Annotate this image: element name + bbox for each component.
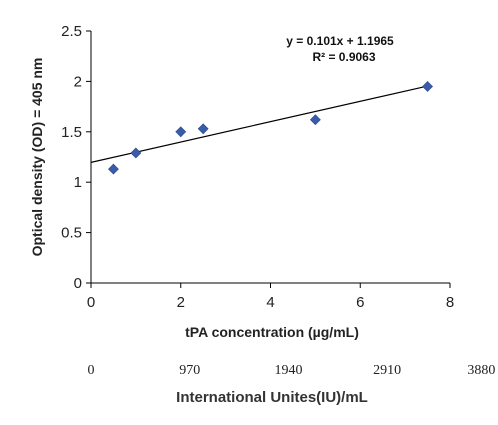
- data-point: [309, 114, 321, 126]
- y-axis-ticks: 0 0.5 1 1.5 2 2.5: [61, 23, 91, 292]
- secondary-tick-label: 0: [88, 363, 95, 378]
- y-tick-label: 2.5: [61, 23, 82, 40]
- x-tick-label: 4: [266, 294, 274, 311]
- axes: [90, 31, 450, 284]
- secondary-tick-label: 1940: [274, 363, 302, 378]
- y-tick-label: 0.5: [61, 225, 82, 242]
- secondary-axis-ticks: 0 970 1940 2910 3880: [88, 363, 496, 378]
- secondary-tick-label: 970: [179, 363, 200, 378]
- data-point: [422, 81, 433, 92]
- trendline-group: [90, 85, 428, 163]
- data-point: [130, 147, 142, 159]
- trendline-equation: y = 0.101x + 1.1965: [286, 34, 394, 48]
- secondary-tick-label: 3880: [467, 363, 495, 378]
- y-tick-label: 1: [74, 174, 82, 191]
- x-axis-ticks: 0 2 4 6 8: [87, 283, 454, 311]
- data-point: [175, 126, 187, 138]
- x-axis-title: tPA concentration (µg/mL): [185, 324, 359, 340]
- data-point: [197, 123, 209, 135]
- trendline-r2: R² = 0.9063: [312, 50, 375, 64]
- data-point: [108, 163, 119, 175]
- y-tick-label: 2: [74, 73, 82, 90]
- secondary-tick-label: 2910: [373, 363, 401, 378]
- y-tick-label: 0: [74, 275, 82, 292]
- x-tick-label: 6: [356, 294, 364, 311]
- x-tick-label: 0: [87, 294, 95, 311]
- y-axis-title: Optical density (OD) = 405 nm: [29, 58, 45, 257]
- x-tick-label: 8: [446, 294, 454, 311]
- trendline: [90, 85, 428, 163]
- secondary-axis-title: International Unites(IU)/mL: [176, 389, 368, 406]
- data-points: [108, 81, 433, 175]
- x-tick-label: 2: [177, 294, 185, 311]
- y-tick-label: 1.5: [61, 124, 82, 141]
